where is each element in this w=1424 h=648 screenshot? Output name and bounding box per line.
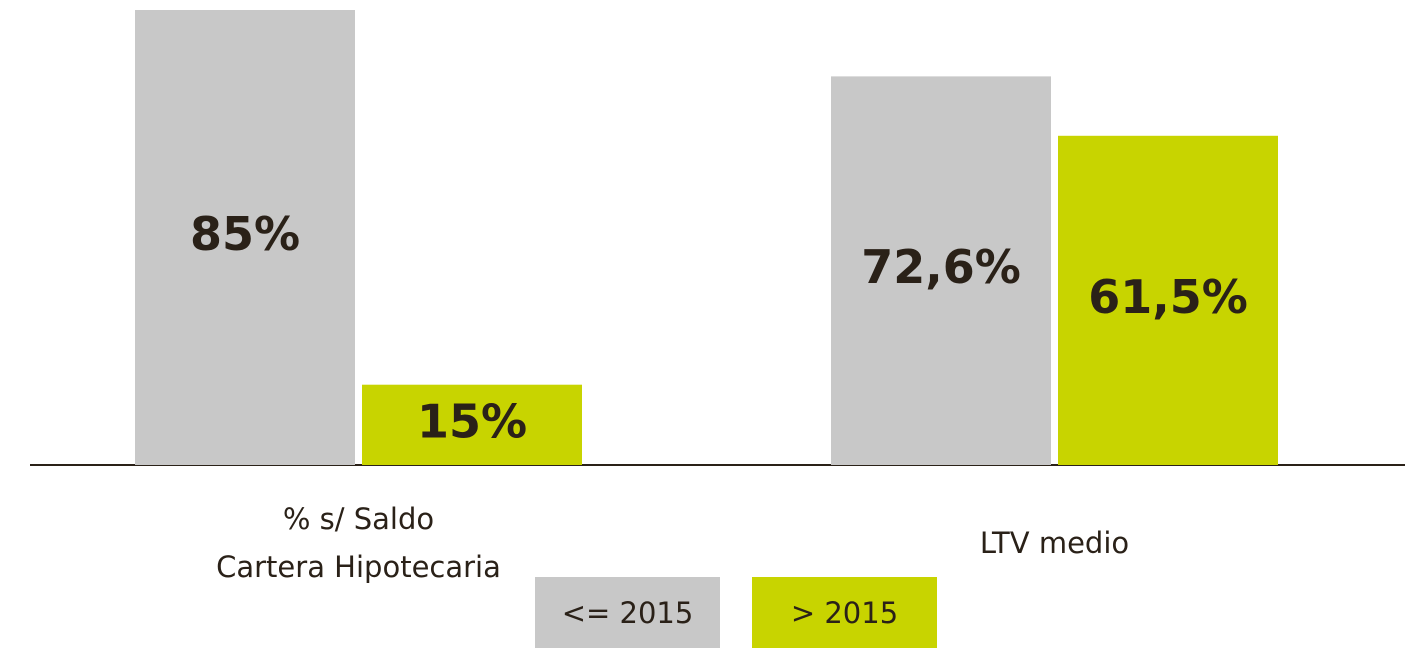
- category-label: LTV medio: [979, 526, 1130, 560]
- bar: [362, 384, 582, 465]
- value-label: 15%: [417, 394, 527, 448]
- value-label: 85%: [190, 207, 300, 261]
- legend-item: > 2015: [752, 577, 937, 648]
- bar: [831, 76, 1051, 466]
- bar: [135, 10, 355, 465]
- legend-item: <= 2015: [535, 577, 720, 648]
- value-label: 61,5%: [1088, 270, 1248, 324]
- bar: [1058, 135, 1278, 465]
- value-label: 72,6%: [861, 240, 1021, 294]
- category-label: % s/ Saldo Cartera Hipotecaria: [216, 502, 501, 584]
